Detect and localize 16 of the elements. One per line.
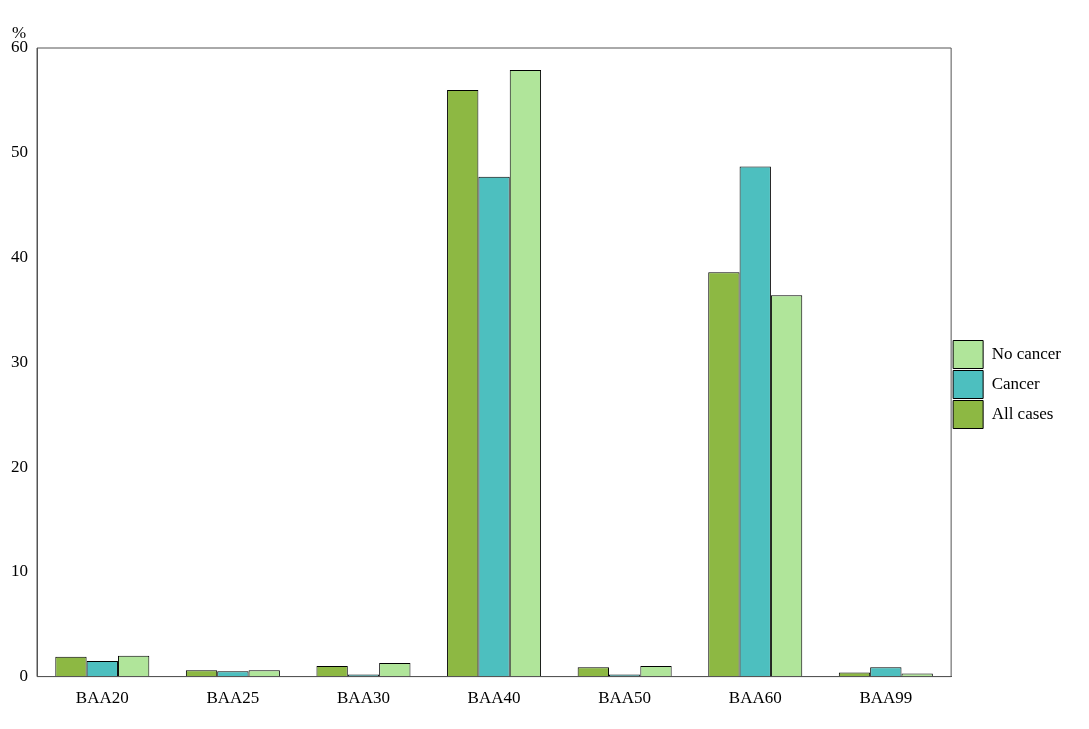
x-tick-label: BAA40: [467, 688, 521, 708]
legend-label: All cases: [991, 403, 1054, 423]
y-tick-label: 20: [11, 456, 28, 476]
legend-label: Cancer: [991, 373, 1041, 393]
y-tick-label: 40: [11, 247, 28, 266]
legend-label: No cancer: [991, 343, 1062, 363]
x-tick-label: BAA60: [728, 688, 782, 708]
x-tick-label: BAA50: [598, 688, 652, 708]
x-tick-label: BAA30: [337, 688, 390, 708]
x-tick-label: BAA99: [859, 688, 913, 708]
y-tick-label: 10: [11, 561, 28, 581]
y-tick-label: 0: [19, 666, 28, 686]
x-tick-label: BAA20: [75, 688, 129, 708]
y-tick-label: 50: [11, 142, 28, 162]
x-tick-label: BAA25: [206, 688, 260, 708]
y-tick-label: 30: [11, 351, 28, 371]
